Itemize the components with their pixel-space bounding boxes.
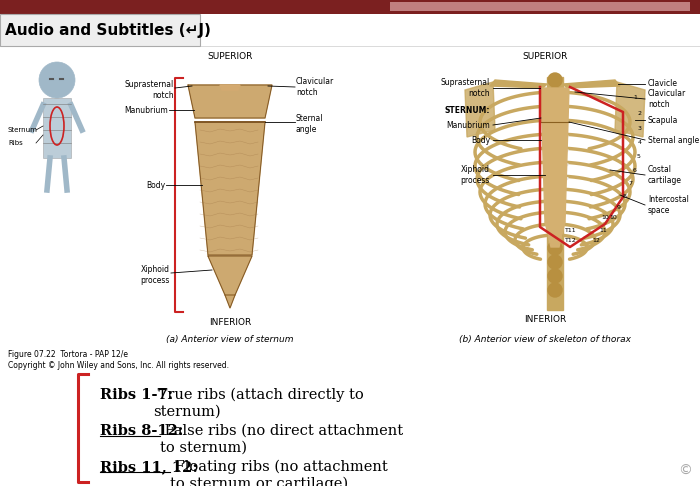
Circle shape: [548, 171, 562, 185]
Polygon shape: [615, 82, 645, 137]
Text: T11: T11: [565, 227, 577, 232]
Text: Floating ribs (no attachment
to sternum or cartilage): Floating ribs (no attachment to sternum …: [171, 460, 388, 486]
Text: 1: 1: [633, 94, 637, 100]
Text: 7: 7: [628, 180, 632, 186]
Text: STERNUM:: STERNUM:: [444, 105, 490, 115]
Text: True ribs (attach directly to
sternum): True ribs (attach directly to sternum): [153, 388, 363, 418]
Text: 5: 5: [637, 154, 641, 158]
Text: INFERIOR: INFERIOR: [524, 315, 566, 324]
Circle shape: [548, 269, 562, 283]
Circle shape: [39, 62, 75, 98]
Polygon shape: [195, 122, 265, 255]
Text: Ribs 8-12:: Ribs 8-12:: [100, 424, 183, 438]
Text: Suprasternal
notch: Suprasternal notch: [441, 78, 490, 98]
Circle shape: [548, 115, 562, 129]
Text: Clavicular
notch: Clavicular notch: [648, 89, 686, 109]
Circle shape: [548, 199, 562, 213]
Text: Ribs: Ribs: [8, 140, 22, 146]
Text: Ribs 11, 12:: Ribs 11, 12:: [100, 460, 198, 474]
Polygon shape: [541, 88, 569, 222]
Bar: [0, 370, 700, 486]
Text: 2: 2: [637, 110, 641, 116]
Text: 11: 11: [599, 227, 607, 232]
Polygon shape: [545, 222, 565, 247]
Text: Clavicle: Clavicle: [648, 80, 678, 88]
Text: Manubrium: Manubrium: [447, 121, 490, 129]
Polygon shape: [188, 85, 272, 118]
Text: Manubrium: Manubrium: [125, 105, 168, 115]
Text: 6: 6: [633, 168, 637, 173]
Bar: [43, 98, 71, 158]
Polygon shape: [208, 256, 252, 295]
Text: 10: 10: [601, 214, 609, 220]
Circle shape: [548, 283, 562, 297]
Circle shape: [548, 213, 562, 227]
Text: (a) Anterior view of sternum: (a) Anterior view of sternum: [167, 335, 294, 344]
Circle shape: [548, 101, 562, 115]
Circle shape: [548, 87, 562, 101]
Circle shape: [548, 157, 562, 171]
Circle shape: [548, 143, 562, 157]
Polygon shape: [220, 85, 240, 90]
Text: 10: 10: [609, 214, 617, 220]
Text: Figure 07.22  Tortora - PAP 12/e: Figure 07.22 Tortora - PAP 12/e: [8, 350, 128, 359]
Text: SUPERIOR: SUPERIOR: [522, 52, 568, 61]
Text: (b) Anterior view of skeleton of thorax: (b) Anterior view of skeleton of thorax: [459, 335, 631, 344]
Bar: [0, 0, 700, 14]
Text: 4: 4: [638, 139, 642, 144]
Text: Suprasternal
notch: Suprasternal notch: [125, 80, 174, 100]
Text: 12: 12: [592, 238, 600, 243]
Polygon shape: [547, 77, 563, 310]
Text: Sternal
angle: Sternal angle: [296, 114, 323, 134]
Text: Ribs 1-7:: Ribs 1-7:: [100, 388, 173, 402]
Circle shape: [548, 241, 562, 255]
Polygon shape: [465, 82, 495, 137]
Text: Costal
cartilage: Costal cartilage: [648, 165, 682, 185]
Text: Xiphoid
process: Xiphoid process: [461, 165, 490, 185]
Circle shape: [548, 255, 562, 269]
Text: Sternal angle: Sternal angle: [648, 136, 699, 144]
Circle shape: [548, 185, 562, 199]
Text: Clavicular
notch: Clavicular notch: [296, 77, 335, 97]
Text: 9: 9: [617, 205, 621, 209]
Circle shape: [548, 227, 562, 241]
FancyBboxPatch shape: [0, 14, 200, 46]
Circle shape: [548, 73, 562, 87]
Text: SUPERIOR: SUPERIOR: [207, 52, 253, 61]
Text: Copyright © John Wiley and Sons, Inc. All rights reserved.: Copyright © John Wiley and Sons, Inc. Al…: [8, 361, 229, 370]
Text: Audio and Subtitles (↵J): Audio and Subtitles (↵J): [5, 22, 211, 37]
Polygon shape: [490, 80, 547, 88]
Text: Sternum: Sternum: [8, 127, 38, 133]
Text: 8: 8: [623, 193, 627, 198]
Bar: [390, 2, 690, 11]
Text: Body: Body: [471, 136, 490, 144]
Text: Intercostal
space: Intercostal space: [648, 195, 689, 215]
Text: Body: Body: [146, 180, 165, 190]
Text: False ribs (no direct attachment
to sternum): False ribs (no direct attachment to ster…: [160, 424, 403, 454]
Text: T12: T12: [565, 238, 577, 243]
Text: Scapula: Scapula: [648, 116, 678, 124]
Text: ©: ©: [678, 464, 692, 478]
Text: INFERIOR: INFERIOR: [209, 318, 251, 327]
Text: Xiphoid
process: Xiphoid process: [141, 265, 170, 285]
Circle shape: [548, 129, 562, 143]
Polygon shape: [563, 80, 620, 88]
Text: 3: 3: [638, 125, 642, 131]
Polygon shape: [225, 295, 235, 308]
